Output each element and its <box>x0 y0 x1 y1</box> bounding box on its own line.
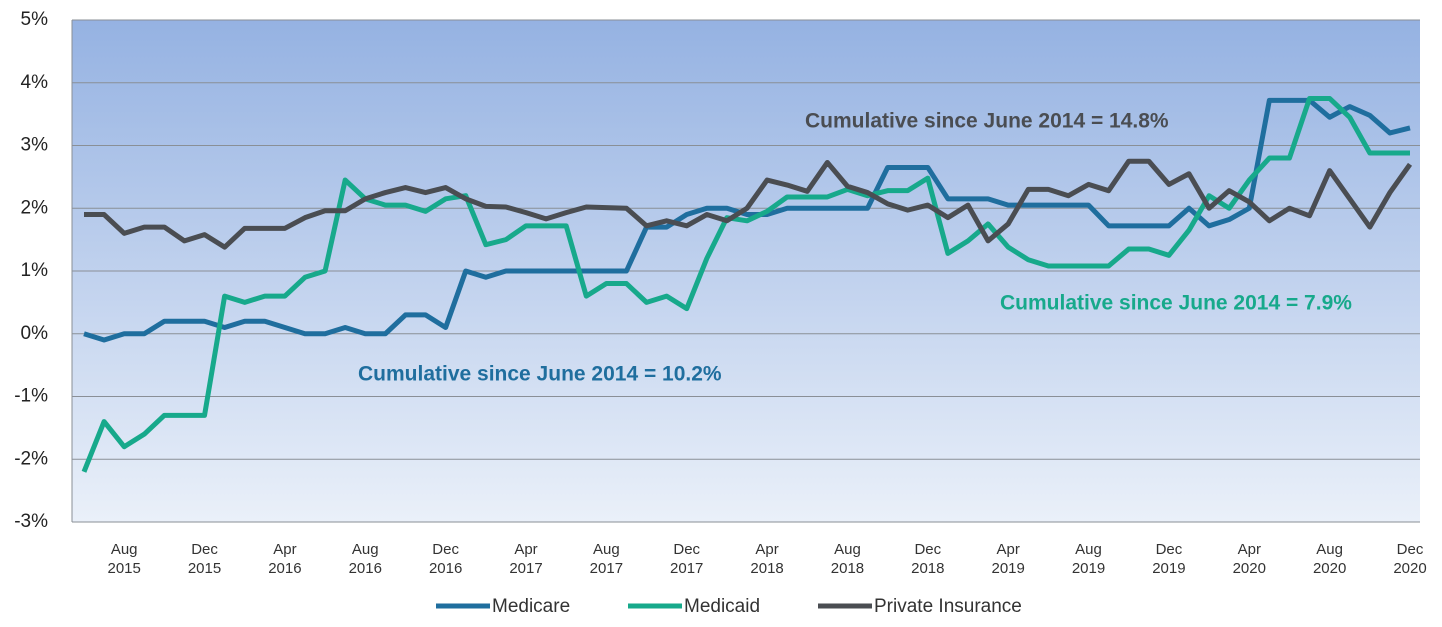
x-tick-label: Aug 2015 <box>107 541 141 577</box>
x-tick-label: Apr 2018 <box>750 541 784 577</box>
x-tick-label: Apr 2017 <box>509 541 543 577</box>
legend-label: Private Insurance <box>874 596 1022 617</box>
x-tick-label: Aug 2019 <box>1071 541 1106 577</box>
annotation: Cumulative since June 2014 = 14.8% <box>805 110 1169 133</box>
y-tick-label: 3% <box>21 135 49 156</box>
y-tick-label: 2% <box>21 197 49 218</box>
y-tick-label: 1% <box>21 260 49 281</box>
x-tick-label: Aug 2018 <box>830 541 865 577</box>
annotation: Cumulative since June 2014 = 7.9% <box>1000 292 1352 315</box>
y-tick-label: 0% <box>21 323 49 344</box>
x-tick-label: Dec 2018 <box>911 541 945 577</box>
y-tick-label: 5% <box>21 9 49 30</box>
x-tick-label: Dec 2015 <box>187 541 222 577</box>
x-tick-label: Apr 2020 <box>1232 541 1266 577</box>
x-tick-label: Apr 2019 <box>991 541 1025 577</box>
y-tick-label: -2% <box>14 448 48 469</box>
y-tick-label: 4% <box>21 72 49 93</box>
x-tick-label: Apr 2016 <box>268 541 302 577</box>
y-tick-label: -3% <box>14 511 48 532</box>
series-line <box>83 97 1411 343</box>
x-tick-label: Dec 2020 <box>1393 541 1427 577</box>
legend-label: Medicaid <box>684 596 760 617</box>
x-tick-label: Aug 2017 <box>589 541 624 577</box>
x-tick-label: Dec 2019 <box>1152 541 1186 577</box>
y-tick-label: -1% <box>14 386 48 407</box>
x-tick-label: Dec 2016 <box>428 541 463 577</box>
x-tick-label: Aug 2016 <box>348 541 382 577</box>
x-tick-label: Dec 2017 <box>670 541 704 577</box>
legend-label: Medicare <box>492 596 570 617</box>
series-line <box>81 95 1410 473</box>
x-tick-label: Aug 2020 <box>1312 541 1347 577</box>
series-line <box>84 158 1413 250</box>
annotation: Cumulative since June 2014 = 10.2% <box>358 363 722 386</box>
